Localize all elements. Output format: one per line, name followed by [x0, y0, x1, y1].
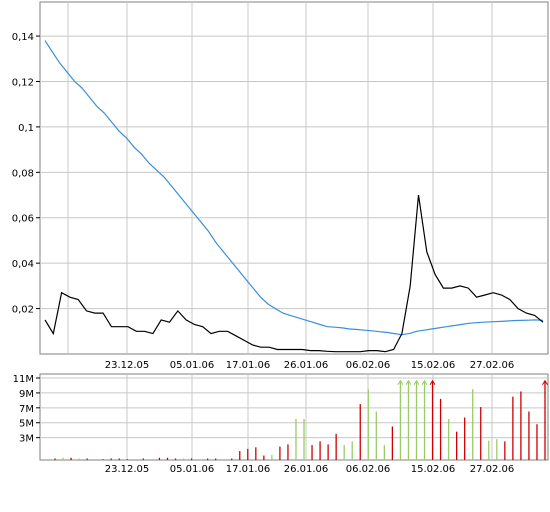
- volume-x-tick-label: 15.02.06: [411, 464, 456, 475]
- price-panel: 0,02 0,04 0,06 0,08 0,1 0,12 0,14 23.12.05 05.0…: [12, 1, 549, 371]
- volume-overflow-arrow: [421, 379, 428, 385]
- volume-grid: [40, 374, 548, 460]
- price-lines: [44, 40, 544, 353]
- volume-x-tick-label: 27.02.06: [470, 464, 515, 475]
- volume-panel: 3M 5M 7M 9M 11M 23.12.05 05.01.06 17.01.06 26.0…: [13, 373, 549, 475]
- price-y-tick-label: 0,14: [12, 32, 34, 43]
- price-x-tick-label: 17.01.06: [226, 360, 271, 371]
- price-x-tick-label: 05.01.06: [170, 360, 215, 371]
- price-y-tick-label: 0,02: [12, 305, 34, 316]
- price-line: [44, 194, 544, 353]
- volume-overflow-arrow: [405, 379, 412, 385]
- volume-bars: [54, 379, 548, 460]
- volume-y-tick-label: 5M: [19, 419, 34, 430]
- volume-overflow-arrow: [429, 379, 436, 385]
- volume-x-tick-label: 06.02.06: [346, 464, 391, 475]
- volume-y-tick-label: 11M: [13, 374, 34, 385]
- volume-y-tick-label: 9M: [19, 389, 34, 400]
- volume-y-tick-label: 3M: [19, 434, 34, 445]
- volume-y-tick-label: 7M: [19, 404, 34, 415]
- price-x-tick-label: 15.02.06: [411, 360, 456, 371]
- price-y-tick-label: 0,08: [12, 168, 34, 179]
- volume-x-ticks: 23.12.05 05.01.06 17.01.06 26.01.06 06.02.06…: [105, 464, 515, 475]
- volume-x-tick-label: 05.01.06: [170, 464, 215, 475]
- price-x-tick-label: 27.02.06: [470, 360, 515, 371]
- volume-x-tick-label: 23.12.05: [105, 464, 150, 475]
- price-y-tick-label: 0,06: [12, 214, 34, 225]
- price-y-ticks: 0,02 0,04 0,06 0,08 0,1 0,12 0,14: [12, 32, 40, 316]
- price-x-ticks: 23.12.05 05.01.06 17.01.06 26.01.06 06.02.06…: [105, 360, 515, 371]
- price-x-tick-label: 26.01.06: [284, 360, 329, 371]
- average-line: [44, 40, 544, 336]
- volume-overflow-arrow: [413, 379, 420, 385]
- price-x-tick-label: 23.12.05: [105, 360, 150, 371]
- price-y-tick-label: 0,12: [12, 77, 34, 88]
- volume-x-tick-label: 17.01.06: [226, 464, 271, 475]
- price-x-tick-label: 06.02.06: [346, 360, 391, 371]
- price-grid: [40, 2, 548, 354]
- volume-overflow-arrow: [542, 379, 548, 385]
- volume-plot-frame: [39, 373, 549, 461]
- price-y-tick-label: 0,1: [18, 123, 34, 134]
- volume-y-ticks: 3M 5M 7M 9M 11M: [13, 374, 40, 445]
- volume-x-tick-label: 26.01.06: [284, 464, 329, 475]
- volume-overflow-arrow: [397, 379, 404, 385]
- price-y-tick-label: 0,04: [12, 259, 34, 270]
- price-plot-frame: [39, 1, 549, 355]
